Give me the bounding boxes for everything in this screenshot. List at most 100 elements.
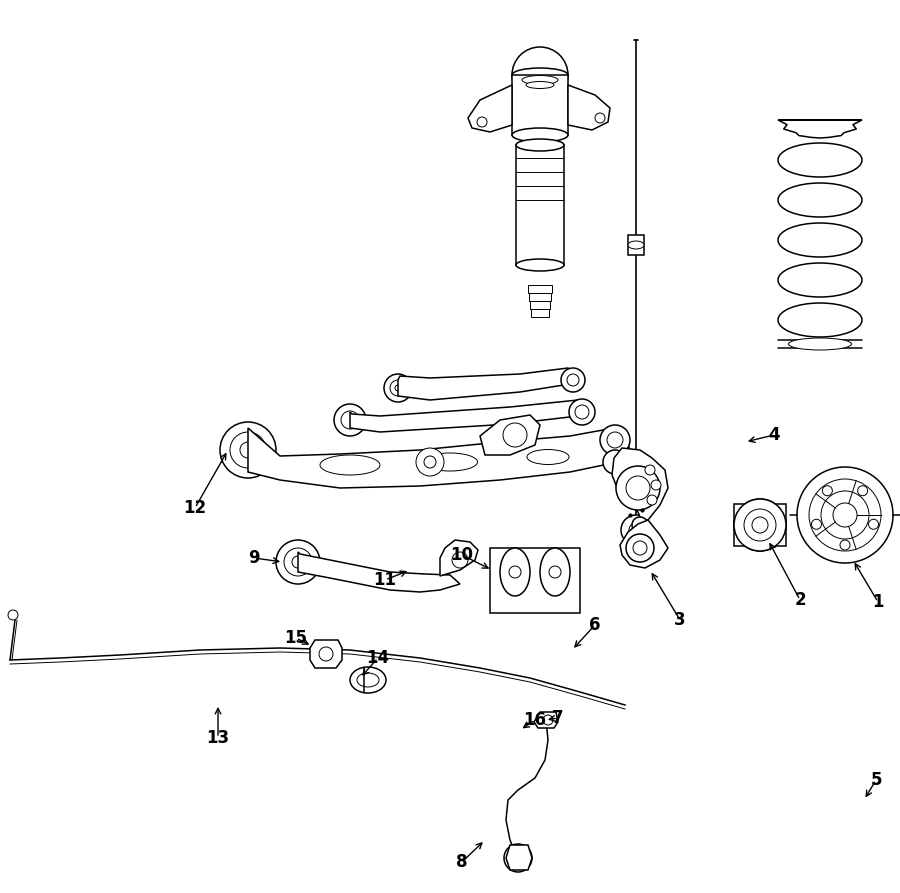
Text: 13: 13 [206, 729, 230, 747]
Text: 10: 10 [451, 546, 473, 564]
Circle shape [477, 117, 487, 127]
Polygon shape [350, 400, 590, 432]
Text: 4: 4 [769, 426, 779, 444]
Bar [531, 309, 549, 317]
Circle shape [512, 47, 568, 103]
Polygon shape [398, 368, 580, 400]
Ellipse shape [526, 81, 554, 88]
Circle shape [812, 519, 822, 530]
Circle shape [797, 467, 893, 563]
Ellipse shape [788, 338, 851, 350]
Circle shape [220, 422, 276, 478]
Circle shape [821, 491, 869, 539]
Text: 1: 1 [872, 593, 884, 611]
Circle shape [621, 515, 651, 545]
Circle shape [567, 374, 579, 386]
Ellipse shape [500, 548, 530, 596]
Text: 14: 14 [366, 649, 390, 667]
Circle shape [603, 450, 627, 474]
Polygon shape [612, 448, 668, 522]
Polygon shape [778, 120, 862, 138]
Text: 15: 15 [284, 629, 308, 647]
Ellipse shape [516, 139, 564, 151]
Ellipse shape [357, 673, 379, 687]
Circle shape [632, 517, 648, 533]
Circle shape [833, 503, 857, 527]
Circle shape [626, 476, 650, 500]
Circle shape [823, 486, 832, 496]
Text: 9: 9 [248, 549, 260, 567]
Circle shape [284, 548, 312, 576]
Circle shape [629, 523, 643, 537]
Ellipse shape [512, 128, 568, 142]
Circle shape [633, 541, 647, 555]
Polygon shape [310, 640, 342, 668]
Text: 7: 7 [553, 709, 563, 727]
Circle shape [390, 380, 406, 396]
Circle shape [858, 486, 868, 496]
Polygon shape [468, 85, 512, 132]
Circle shape [809, 479, 881, 551]
Circle shape [292, 556, 304, 568]
Circle shape [600, 425, 630, 455]
Circle shape [452, 552, 468, 568]
Circle shape [647, 495, 657, 505]
Circle shape [549, 566, 561, 578]
Circle shape [752, 517, 768, 533]
Polygon shape [734, 504, 786, 546]
Polygon shape [568, 85, 610, 130]
Ellipse shape [422, 453, 478, 471]
Bar [530, 301, 550, 309]
Bar [628, 235, 644, 255]
Circle shape [616, 466, 660, 510]
Circle shape [734, 499, 786, 551]
Text: 2: 2 [794, 591, 806, 609]
Circle shape [240, 442, 256, 458]
Ellipse shape [516, 259, 564, 271]
Text: 5: 5 [870, 771, 882, 789]
Circle shape [395, 385, 401, 391]
Circle shape [334, 404, 366, 436]
Circle shape [424, 456, 436, 468]
Ellipse shape [628, 241, 644, 249]
Text: 12: 12 [184, 499, 207, 517]
Polygon shape [298, 552, 460, 592]
Circle shape [8, 610, 18, 620]
Circle shape [840, 540, 850, 550]
Circle shape [734, 499, 786, 551]
Text: 6: 6 [590, 616, 601, 634]
Polygon shape [506, 845, 532, 870]
Circle shape [651, 480, 661, 490]
Circle shape [504, 844, 532, 872]
Circle shape [868, 519, 878, 530]
Circle shape [569, 399, 595, 425]
Text: 11: 11 [374, 571, 397, 589]
Circle shape [561, 368, 585, 392]
Ellipse shape [540, 548, 570, 596]
Polygon shape [620, 520, 668, 568]
Polygon shape [534, 712, 558, 728]
Circle shape [509, 566, 521, 578]
Bar [528, 285, 552, 293]
Text: 16: 16 [524, 711, 546, 729]
Text: 8: 8 [456, 853, 468, 871]
Circle shape [744, 509, 776, 541]
Circle shape [595, 113, 605, 123]
Circle shape [575, 405, 589, 419]
Polygon shape [440, 540, 478, 576]
Polygon shape [480, 415, 540, 455]
Circle shape [319, 647, 333, 661]
Circle shape [341, 411, 359, 429]
Circle shape [230, 432, 266, 468]
Bar [490, 548, 580, 613]
Bar [529, 293, 551, 301]
Text: 3: 3 [674, 611, 686, 629]
Circle shape [607, 432, 623, 448]
Circle shape [626, 534, 654, 562]
Ellipse shape [350, 667, 386, 693]
Bar [512, 75, 568, 135]
Ellipse shape [527, 449, 569, 464]
Circle shape [511, 851, 525, 865]
Circle shape [645, 465, 655, 475]
Ellipse shape [512, 68, 568, 82]
